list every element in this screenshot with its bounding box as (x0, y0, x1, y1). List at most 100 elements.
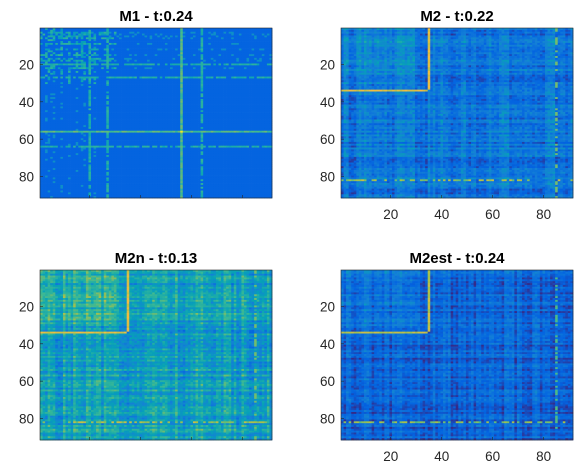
heatmap-cell (221, 57, 224, 61)
heatmap-cell (246, 72, 250, 76)
heatmap-cell (75, 56, 79, 59)
heatmap-cell (131, 44, 135, 48)
heatmap-cell (182, 50, 186, 53)
heatmap-cell (264, 37, 268, 40)
heatmap-cell (85, 28, 89, 31)
heatmap-cell (162, 39, 166, 42)
heatmap-cell (55, 52, 59, 55)
heatmap-cell (236, 31, 240, 34)
heatmap-cell (88, 57, 92, 61)
heatmap-cell (266, 28, 270, 31)
heatmap-cell (75, 61, 79, 64)
heatmap-cell (238, 35, 242, 38)
heatmap-cell (80, 50, 84, 53)
heatmap-cell (144, 50, 148, 53)
heatmap-cell (80, 35, 84, 38)
heatmap-cell (111, 67, 115, 70)
heatmap-cell (90, 63, 94, 66)
heatmap-cell (40, 74, 43, 77)
heatmap-cell (90, 54, 94, 57)
heatmap-cell (65, 31, 69, 34)
heatmap-cell (52, 59, 56, 62)
heatmap-cell (141, 59, 145, 62)
heatmap-cell (101, 41, 105, 44)
heatmap-cell (205, 72, 209, 76)
heatmap-cell (124, 70, 128, 74)
heatmap-cell (103, 42, 107, 46)
heatmap-cell (208, 39, 212, 42)
heatmap-cell (85, 50, 89, 53)
heatmap-cell (167, 44, 171, 48)
heatmap-cell (254, 44, 258, 48)
heatmap-cell (192, 59, 196, 62)
heatmap-cell (200, 33, 204, 36)
heatmap-cell (144, 67, 148, 70)
heatmap-cell (106, 29, 110, 33)
heatmap-cell (218, 33, 222, 36)
heatmap-cell (157, 67, 161, 70)
heatmap-cell (149, 72, 153, 76)
heatmap-cell (101, 50, 105, 53)
heatmap-cell (62, 52, 66, 55)
heatmap-cell (106, 31, 110, 34)
heatmap-cell (236, 57, 240, 61)
heatmap-cell (47, 50, 51, 53)
heatmap-cell (210, 57, 214, 61)
heatmap-cell (90, 74, 94, 77)
heatmap-cell (83, 50, 87, 53)
heatmap-cell (98, 33, 102, 36)
heatmap-cell (83, 39, 87, 42)
heatmap-cell (195, 74, 199, 77)
heatmap-cell (147, 56, 150, 59)
heatmap-cell (121, 70, 125, 74)
heatmap-cell (136, 67, 140, 70)
heatmap-cell (144, 28, 148, 31)
heatmap-cell (62, 74, 66, 77)
heatmap-cell (73, 44, 77, 48)
heatmap-cell (88, 29, 92, 33)
heatmap-cell (113, 56, 117, 59)
heatmap-cell (164, 28, 168, 31)
heatmap-cell (134, 35, 138, 38)
heatmap-cell (50, 65, 54, 68)
heatmap-cell (223, 57, 227, 61)
heatmap-cell (269, 29, 273, 33)
heatmap-cell (152, 61, 156, 64)
heatmap-cell (113, 31, 117, 34)
heatmap-cell (85, 54, 89, 57)
heatmap-cell (238, 61, 242, 64)
heatmap-cell (226, 31, 230, 34)
heatmap-cell (119, 74, 122, 77)
heatmap-cell (73, 72, 77, 76)
heatmap-cell (249, 72, 252, 76)
heatmap-cell (60, 59, 64, 62)
heatmap-cell (136, 61, 140, 64)
heatmap-cell (70, 50, 74, 53)
heatmap-cell (129, 50, 133, 53)
heatmap-cell (134, 33, 138, 36)
heatmap-cell (170, 61, 173, 64)
heatmap-cell (228, 57, 232, 61)
heatmap-cell (200, 50, 204, 53)
heatmap-cell (195, 28, 199, 31)
heatmap-cell (223, 61, 227, 64)
heatmap-cell (243, 42, 247, 46)
heatmap-cell (205, 59, 209, 62)
heatmap-cell (108, 74, 112, 77)
heatmap-cell (243, 72, 247, 76)
heatmap-cell (223, 69, 227, 72)
heatmap-cell (45, 57, 48, 61)
heatmap-cell (256, 42, 260, 46)
heatmap-cell (90, 52, 94, 55)
heatmap-cell (134, 70, 138, 74)
heatmap-cell (93, 28, 97, 31)
heatmap-cell (93, 50, 97, 53)
heatmap-cell (254, 35, 258, 38)
heatmap-cell (159, 33, 163, 36)
heatmap-cell (208, 41, 212, 44)
heatmap-cell (73, 33, 77, 36)
heatmap-cell (185, 33, 189, 36)
heatmap-cell (228, 42, 232, 46)
heatmap-cell (70, 54, 74, 57)
heatmap-cell (106, 39, 110, 42)
